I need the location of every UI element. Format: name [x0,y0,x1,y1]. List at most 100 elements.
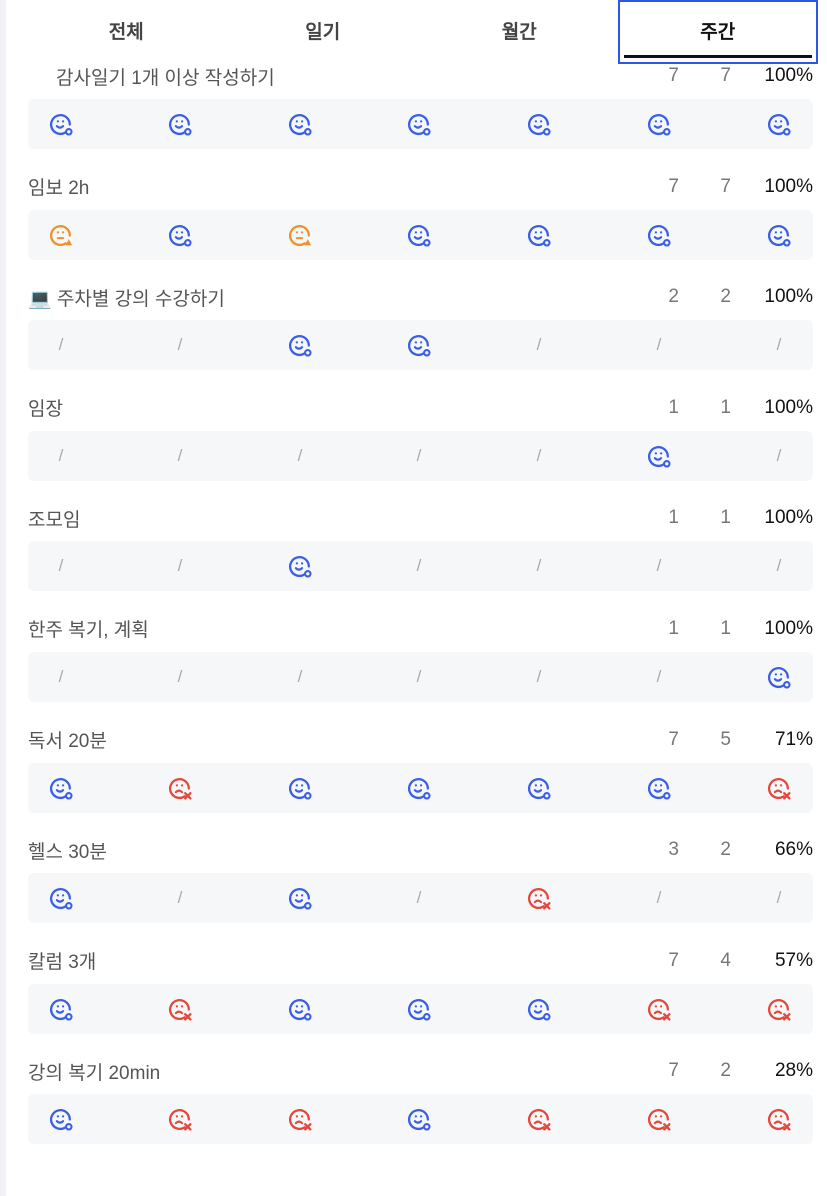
smile-check-icon[interactable] [160,99,200,149]
smile-check-icon[interactable] [519,99,559,149]
goal-count: 1 [668,507,679,529]
sad-x-icon[interactable] [639,984,679,1034]
habit-item: 강의 복기 20min 7 2 28% [28,1053,813,1164]
sad-x-icon[interactable] [519,1094,559,1144]
habit-item: 임장 1 1 100% / / / / / / [28,390,813,501]
habit-title[interactable]: 감사일기 1개 이상 작성하기 [56,67,275,89]
habit-title[interactable]: 강의 복기 20min [28,1062,161,1084]
empty-day-slash: / [656,888,662,908]
smile-check-icon[interactable] [519,763,559,813]
smile-check-icon[interactable] [280,541,320,591]
smile-check-icon[interactable] [639,210,679,260]
smile-check-icon[interactable] [519,210,559,260]
smile-check-icon[interactable] [280,984,320,1034]
habit-item: 한주 복기, 계획 1 1 100% / / / / / / [28,611,813,722]
smile-check-icon[interactable] [280,99,320,149]
face-warning-icon[interactable] [41,210,81,260]
done-count: 2 [720,839,731,861]
goal-count: 7 [668,65,679,86]
smile-check-icon[interactable] [399,320,439,370]
empty-day-slash: / [297,666,303,686]
sad-x-icon[interactable] [280,1094,320,1144]
face-warning-icon[interactable] [280,210,320,260]
tab-weekly[interactable]: 주간 [617,0,818,64]
smile-check-icon[interactable] [519,984,559,1034]
smile-check-icon[interactable] [280,763,320,813]
habit-title[interactable]: 조모임 [28,509,81,531]
smile-check-icon[interactable] [639,99,679,149]
week-row: / / / / [28,873,813,924]
week-row: / / / / / [28,320,813,371]
smile-check-icon[interactable] [399,763,439,813]
empty-day-slash: / [656,556,662,576]
done-count: 7 [720,175,731,197]
habit-title[interactable]: 독서 20분 [28,731,107,753]
habit-item: 감사일기 1개 이상 작성하기 7 7 100% [28,58,813,169]
smile-check-icon[interactable] [41,1094,81,1144]
goal-count: 7 [668,728,679,750]
done-count: 1 [720,507,731,529]
sad-x-icon[interactable] [160,763,200,813]
smile-check-icon[interactable] [280,873,320,923]
smile-check-icon[interactable] [399,1094,439,1144]
smile-check-icon[interactable] [41,99,81,149]
empty-day-slash: / [177,556,183,576]
smile-check-icon[interactable] [399,210,439,260]
smile-check-icon[interactable] [280,320,320,370]
sad-x-icon[interactable] [160,1094,200,1144]
smile-check-icon[interactable] [759,210,799,260]
empty-day-slash: / [297,445,303,465]
achievement-percent: 100% [764,617,813,639]
achievement-percent: 100% [764,507,813,529]
smile-check-icon[interactable] [160,210,200,260]
done-count: 2 [720,1060,731,1082]
habit-title[interactable]: 임보 2h [28,178,90,200]
done-count: 4 [720,949,731,971]
empty-day-slash: / [656,666,662,686]
tab-bar: 전체 일기 월간 주간 [28,0,818,64]
empty-day-slash: / [776,556,782,576]
achievement-percent: 100% [764,65,813,86]
empty-day-slash: / [58,666,64,686]
left-border [0,0,6,1196]
smile-check-icon[interactable] [399,984,439,1034]
tab-daily[interactable]: 일기 [305,21,341,43]
empty-day-slash: / [536,445,542,465]
habit-title[interactable]: 임장 [28,399,63,421]
sad-x-icon[interactable] [759,984,799,1034]
smile-check-icon[interactable] [639,431,679,481]
smile-check-icon[interactable] [41,984,81,1034]
sad-x-icon[interactable] [759,763,799,813]
sad-x-icon[interactable] [639,1094,679,1144]
smile-check-icon[interactable] [41,873,81,923]
habit-item: 조모임 1 1 100% / / / / / / [28,500,813,611]
smile-check-icon[interactable] [759,652,799,702]
smile-check-icon[interactable] [639,763,679,813]
empty-day-slash: / [776,888,782,908]
habit-title[interactable]: 한주 복기, 계획 [28,620,149,642]
sad-x-icon[interactable] [160,984,200,1034]
empty-day-slash: / [656,335,662,355]
empty-day-slash: / [416,666,422,686]
tab-monthly[interactable]: 월간 [501,21,537,43]
goal-count: 2 [668,286,679,308]
empty-day-slash: / [177,445,183,465]
sad-x-icon[interactable] [519,873,559,923]
week-row [28,1094,813,1145]
goal-count: 7 [668,1060,679,1082]
habit-item: 💻 주차별 강의 수강하기 2 2 100% / / / / / [28,279,813,390]
smile-check-icon[interactable] [399,99,439,149]
habit-title[interactable]: 칼럼 3개 [28,952,97,974]
empty-day-slash: / [58,445,64,465]
habit-title[interactable]: 💻 주차별 강의 수강하기 [28,288,225,310]
tab-all[interactable]: 전체 [108,21,144,43]
week-row [28,983,813,1034]
sad-x-icon[interactable] [759,1094,799,1144]
habit-title[interactable]: 헬스 30분 [28,841,107,863]
smile-check-icon[interactable] [759,99,799,149]
week-row [28,762,813,813]
habit-item: 임보 2h 7 7 100% [28,169,813,280]
habit-item: 독서 20분 7 5 71% [28,722,813,833]
done-count: 2 [720,286,731,308]
smile-check-icon[interactable] [41,763,81,813]
